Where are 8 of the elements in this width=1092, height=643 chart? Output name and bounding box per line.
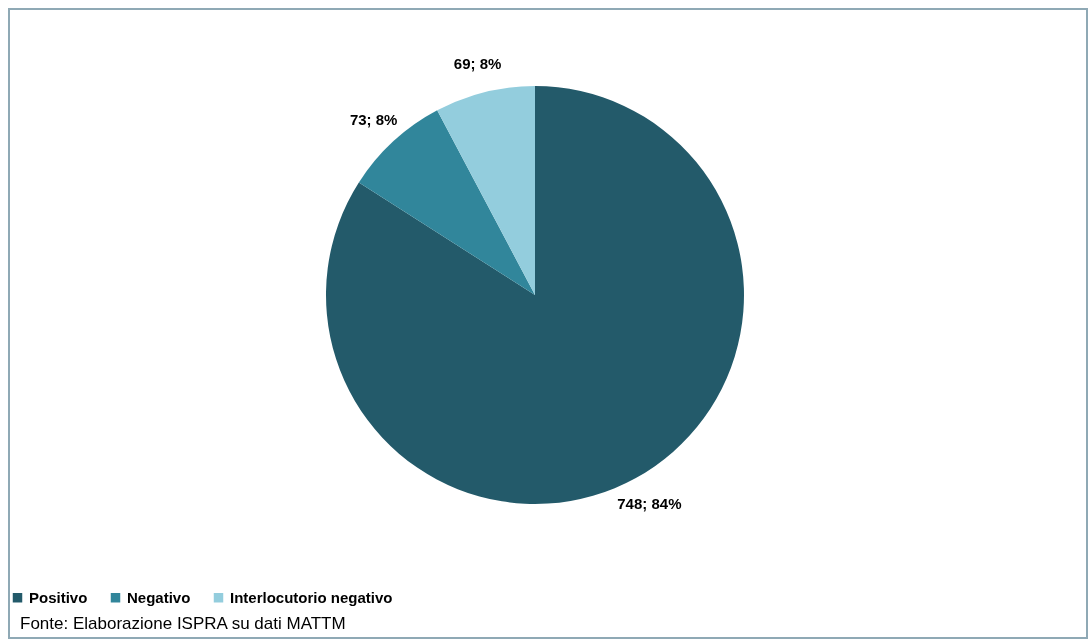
data-label: 69; 8% bbox=[453, 55, 502, 73]
data-label: 748; 84% bbox=[617, 494, 682, 512]
source-note: Fonte: Elaborazione ISPRA su dati MATTM bbox=[20, 614, 346, 634]
legend-label: Positivo bbox=[29, 588, 88, 606]
legend-label: Negativo bbox=[127, 588, 191, 606]
legend-label: Interlocutorio negativo bbox=[230, 588, 393, 606]
pie-slice bbox=[437, 86, 535, 295]
data-label: 73; 8% bbox=[349, 111, 398, 129]
